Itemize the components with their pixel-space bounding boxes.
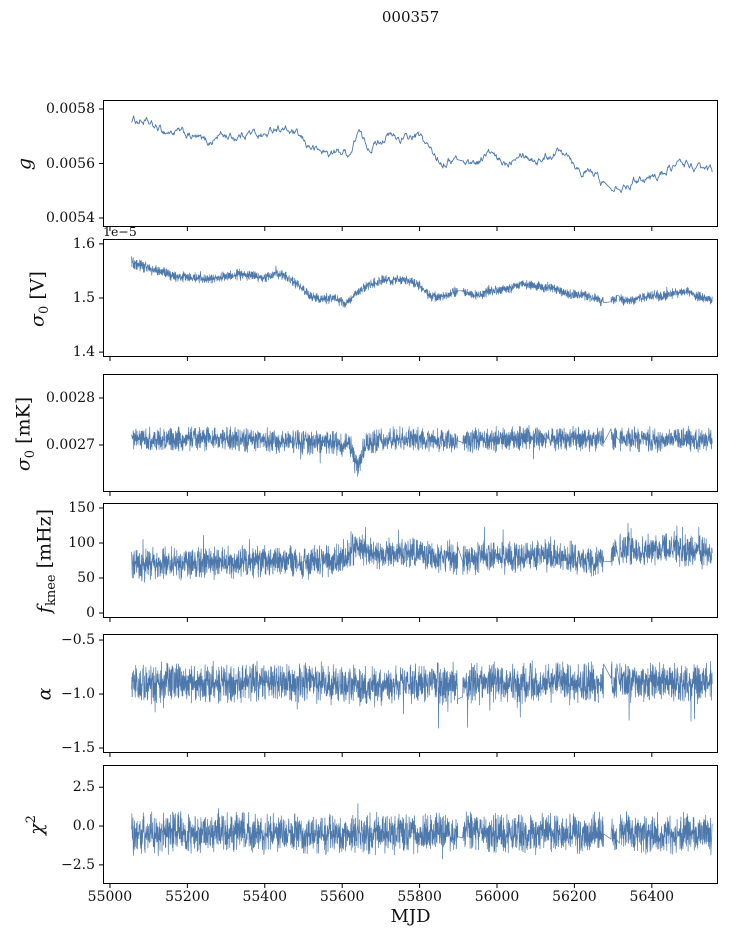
y-tick-label: 50 [77,570,95,586]
y-axis-offset-label: 1e−5 [103,224,137,239]
x-tick-label: 55800 [397,889,442,905]
y-tick-label: 1.5 [72,290,95,306]
panel-sigma0-mk-plot [99,374,718,496]
x-tick-label: 56200 [552,889,597,905]
y-tick-label: 150 [68,499,95,516]
x-tick-label: 55600 [319,889,365,905]
x-tick-label: 56000 [474,889,520,905]
y-tick-label: −2.5 [61,856,95,873]
panel-fknee-plot [99,503,718,622]
x-tick-label: 56400 [629,889,675,905]
y-tick-label: 0.0056 [46,155,95,172]
y-tick-label: 1.4 [72,344,95,361]
x-tick-label: 55400 [242,889,288,905]
y-tick-label: −0.5 [61,632,95,649]
plot-title: 000357 [381,8,440,26]
y-tick-label: −1.0 [61,686,95,703]
panel-sigma0-v-plot [99,239,718,361]
y-tick-label: 0.0 [72,818,95,835]
panel-g-plot [99,100,718,231]
y-tick-label: 1.6 [72,235,95,252]
panel-alpha-plot [99,634,718,757]
y-tick-label: 100 [68,534,95,551]
y-tick-label: 0.0054 [46,210,95,226]
panel-chi2-plot [99,765,718,888]
x-tick-label: 55000 [87,889,133,905]
x-tick-label: 55200 [165,889,210,905]
y-tick-label: 2.5 [72,779,95,796]
y-tick-label: 0.0028 [46,389,95,406]
y-tick-label: 0.0058 [46,100,95,117]
y-tick-label: −1.5 [61,740,95,757]
y-tick-label: 0.0027 [46,436,95,453]
y-tick-label: 0 [86,605,95,622]
x-axis-label-mjd: MJD [390,906,431,927]
